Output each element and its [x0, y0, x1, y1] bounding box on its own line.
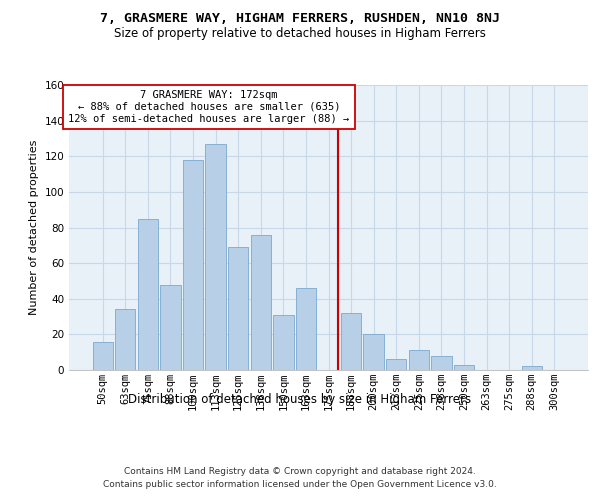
Bar — [296, 288, 316, 370]
Bar — [138, 218, 158, 370]
Bar — [386, 360, 406, 370]
Bar — [454, 364, 474, 370]
Bar — [228, 247, 248, 370]
Bar — [409, 350, 429, 370]
Bar — [341, 313, 361, 370]
Bar — [92, 342, 113, 370]
Bar — [115, 310, 136, 370]
Bar — [521, 366, 542, 370]
Text: 7 GRASMERE WAY: 172sqm
← 88% of detached houses are smaller (635)
12% of semi-de: 7 GRASMERE WAY: 172sqm ← 88% of detached… — [68, 90, 350, 124]
Text: 7, GRASMERE WAY, HIGHAM FERRERS, RUSHDEN, NN10 8NJ: 7, GRASMERE WAY, HIGHAM FERRERS, RUSHDEN… — [100, 12, 500, 26]
Y-axis label: Number of detached properties: Number of detached properties — [29, 140, 39, 315]
Bar — [183, 160, 203, 370]
Text: Contains HM Land Registry data © Crown copyright and database right 2024.
Contai: Contains HM Land Registry data © Crown c… — [103, 468, 497, 489]
Bar — [431, 356, 452, 370]
Text: Distribution of detached houses by size in Higham Ferrers: Distribution of detached houses by size … — [128, 392, 472, 406]
Text: Size of property relative to detached houses in Higham Ferrers: Size of property relative to detached ho… — [114, 28, 486, 40]
Bar — [273, 315, 293, 370]
Bar — [251, 234, 271, 370]
Bar — [364, 334, 384, 370]
Bar — [160, 284, 181, 370]
Bar — [205, 144, 226, 370]
